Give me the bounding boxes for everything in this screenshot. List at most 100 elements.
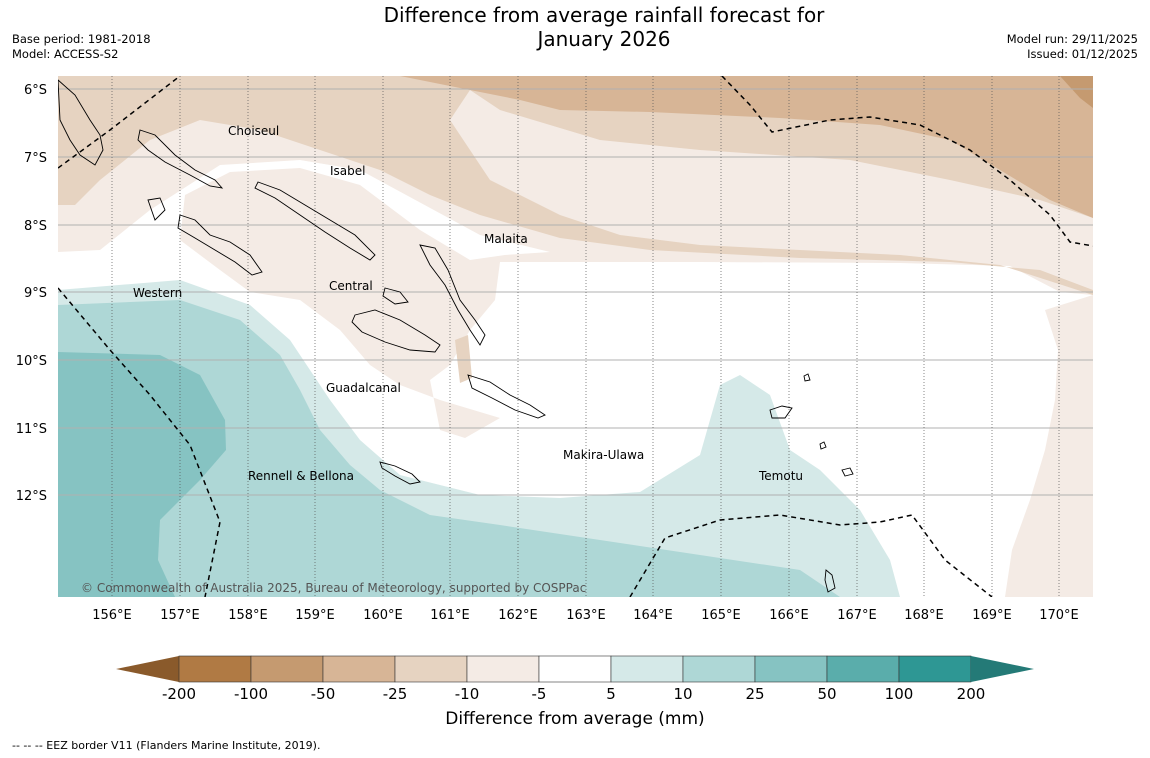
island-florida	[382, 287, 409, 305]
lon-label-160: 160°E	[363, 608, 403, 623]
label-guadalcanal: Guadalcanal	[326, 381, 401, 395]
lon-label-162: 162°E	[498, 608, 538, 623]
lon-label-163: 163°E	[566, 608, 606, 623]
colorbar-tick-label: -200	[162, 685, 196, 700]
label-makira-ulawa: Makira-Ulawa	[563, 448, 644, 462]
eez-south	[629, 514, 993, 597]
label-rennell-bellona: Rennell & Bellona	[248, 469, 354, 483]
island-new-georgia	[177, 214, 263, 276]
island-bougainville	[58, 79, 104, 166]
island-santa-cruz	[769, 405, 793, 419]
map-area: Choiseul Isabel Malaita Western Central …	[58, 76, 1093, 597]
title-line-2: January 2026	[537, 27, 671, 51]
meta-left: Base period: 1981-2018 Model: ACCESS-S2	[12, 32, 151, 62]
colorbar-tick-label: 5	[606, 685, 616, 700]
lat-label-8s: 8°S	[24, 219, 47, 234]
map-title: Difference from average rainfall forecas…	[300, 3, 908, 51]
contour-dark-brown	[1060, 76, 1093, 108]
colorbar-low-arrow	[116, 656, 179, 682]
eez-north-west	[58, 76, 181, 169]
colorbar: -200 -100 -50 -25 -10 -5 5 10 25 50 100 200	[116, 655, 1034, 700]
island-guadalcanal	[351, 309, 441, 353]
lat-label-11s: 11°S	[16, 422, 47, 437]
copyright-text: © Commonwealth of Australia 2025, Bureau…	[81, 581, 586, 595]
island-vella	[147, 197, 166, 221]
lat-gridlines	[58, 88, 1093, 496]
contour-light-brown-east	[1005, 295, 1093, 597]
contour-teal	[58, 300, 840, 597]
label-western: Western	[133, 286, 182, 300]
lat-label-12s: 12°S	[16, 489, 47, 504]
model-run: Model run: 29/11/2025	[1006, 32, 1138, 46]
eez-west	[58, 287, 221, 597]
issued-date: Issued: 01/12/2025	[1027, 47, 1138, 61]
eez-north-east	[721, 76, 1093, 247]
lon-label-159: 159°E	[295, 608, 335, 623]
lon-label-157: 157°E	[160, 608, 200, 623]
island-vanikoro	[841, 467, 854, 477]
label-malaita: Malaita	[484, 232, 528, 246]
eez-note: -- -- -- EEZ border V11 (Flanders Marine…	[12, 739, 321, 752]
base-period: Base period: 1981-2018	[12, 32, 151, 46]
colorbar-cell	[898, 655, 972, 683]
region-labels: Choiseul Isabel Malaita Western Central …	[133, 124, 803, 483]
contour-mid-brown	[400, 76, 1093, 218]
model-name: Model: ACCESS-S2	[12, 47, 119, 61]
lon-label-169: 169°E	[972, 608, 1012, 623]
lat-label-9s: 9°S	[24, 286, 47, 301]
lon-label-164: 164°E	[633, 608, 673, 623]
coastlines	[58, 79, 854, 593]
lon-label-158: 158°E	[228, 608, 268, 623]
label-isabel: Isabel	[330, 164, 365, 178]
colorbar-tick-label: -100	[234, 685, 268, 700]
colorbar-cell	[250, 655, 324, 683]
rainfall-map: Choiseul Isabel Malaita Western Central …	[16, 76, 1093, 700]
colorbar-tick-label: 50	[817, 685, 836, 700]
lon-label-156: 156°E	[92, 608, 132, 623]
island-makira	[467, 374, 546, 419]
contour-dark-teal	[58, 352, 226, 597]
lat-label-10s: 10°S	[16, 354, 47, 369]
island-south-vanuatu	[824, 569, 836, 593]
colorbar-cell	[394, 655, 468, 683]
lon-label-168: 168°E	[904, 608, 944, 623]
colorbar-tick-label: 25	[745, 685, 764, 700]
lon-label-166: 166°E	[769, 608, 809, 623]
colorbar-cell	[754, 655, 828, 683]
title-line-1: Difference from average rainfall forecas…	[383, 3, 825, 27]
island-rennell	[379, 461, 421, 485]
colorbar-tick-label: 10	[673, 685, 692, 700]
colorbar-cell	[826, 655, 900, 683]
island-reef	[803, 373, 811, 382]
colorbar-cell	[466, 655, 540, 683]
label-central: Central	[329, 279, 373, 293]
colorbar-tick-label: 100	[885, 685, 914, 700]
colorbar-tick-label: -10	[455, 685, 480, 700]
island-tikopia	[819, 441, 827, 450]
lon-label-165: 165°E	[701, 608, 741, 623]
contour-light-brown	[58, 76, 1093, 438]
colorbar-title: Difference from average (mm)	[445, 709, 705, 729]
island-malaita	[419, 244, 486, 346]
colorbar-cell	[538, 655, 612, 683]
label-choiseul: Choiseul	[228, 124, 279, 138]
contour-tan	[58, 76, 1093, 295]
lon-label-167: 167°E	[837, 608, 877, 623]
island-isabel	[254, 181, 376, 261]
colorbar-tick-label: -5	[532, 685, 547, 700]
lon-labels: 156°E 157°E 158°E 159°E 160°E 161°E 162°…	[92, 608, 1079, 623]
lon-label-161: 161°E	[430, 608, 470, 623]
contour-brown-patch	[455, 335, 472, 383]
colorbar-cell	[322, 655, 396, 683]
eez-borders	[58, 76, 1093, 597]
lat-label-6s: 6°S	[24, 83, 47, 98]
lat-label-7s: 7°S	[24, 151, 47, 166]
meta-right: Model run: 29/11/2025 Issued: 01/12/2025	[1007, 32, 1138, 62]
lon-label-170: 170°E	[1039, 608, 1079, 623]
colorbar-cell	[610, 655, 684, 683]
colorbar-tick-label: -25	[383, 685, 408, 700]
lat-labels: 6°S 7°S 8°S 9°S 10°S 11°S 12°S	[16, 83, 47, 504]
colorbar-high-arrow	[971, 656, 1034, 682]
label-temotu: Temotu	[758, 469, 803, 483]
colorbar-tick-label: -50	[311, 685, 336, 700]
